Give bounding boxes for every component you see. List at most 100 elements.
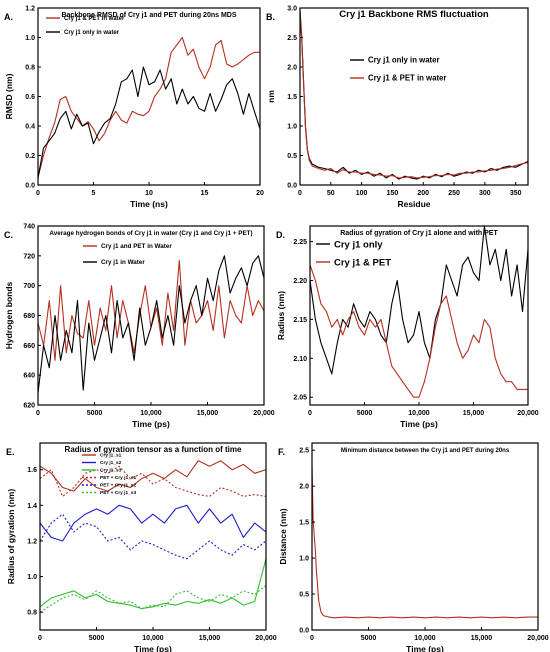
series-line-5 [40,585,266,613]
y-axis-label: Hydrogen bonds [4,281,14,349]
panel-letter: E. [6,447,15,457]
x-tick-label: 5000 [89,635,105,642]
y-tick-label: 0.0 [25,183,35,190]
y-tick-label: 0.5 [287,153,297,160]
panel-b: B. Cry j1 Backbone RMS fluctuation 0 50 100 1… [266,6,529,209]
y-tick-label: 2.0 [287,65,297,72]
x-tick-label: 100 [356,190,368,197]
y-tick-label: 2.5 [287,35,297,42]
y-tick-label: 0.8 [25,65,35,72]
x-tick-label: 20,000 [253,410,275,417]
x-axis-label: Residue [397,199,430,209]
y-tick-label: 2.0 [299,484,309,491]
x-tick-label: 10,000 [140,410,162,417]
panel-letter: B. [266,12,275,22]
legend: Cry j1 only Cry j1 & PET [316,239,391,268]
y-tick-label: 3.0 [287,6,297,13]
chart-title: Radius of gyration tensor as a function … [65,445,242,454]
x-tick-label: 200 [417,190,429,197]
y-axis-label: Radius (nm) [276,291,286,340]
y-tick-label: 1.5 [299,520,309,527]
y-tick-label: 1.5 [287,94,297,101]
panel-a: A. Backbone RMSD of Cry j1 and PET during… [4,6,264,210]
series-group [38,36,260,178]
chart-title: Minimum distance between the Cry j1 and … [341,448,510,454]
x-tick-label: 350 [510,190,522,197]
legend-label-3: PET + Cry j1_s1 [100,475,136,481]
chart-title: Cry j1 Backbone RMS fluctuation [339,9,489,20]
x-tick-label: 0 [298,190,302,197]
legend-label-0: Cry j1 & PET in water [64,16,125,22]
y-tick-label: 1.0 [299,556,309,563]
x-tick-label: 300 [479,190,491,197]
y-tick-label: 1.2 [25,6,35,13]
x-tick-label: 0 [38,635,42,642]
series-line-1 [310,264,528,398]
series-group [40,460,266,613]
legend-label-0: Cry j1 and PET in Water [101,243,172,250]
series-group [38,255,264,394]
panel-letter: C. [4,230,13,240]
x-tick-label: 10 [145,190,153,197]
series-line-0 [40,460,266,492]
y-tick-label: 720 [23,253,35,260]
series-line-0 [38,36,260,178]
legend-label-1: Cry j1 only in water [64,30,120,36]
y-tick-label: 0.6 [25,94,35,101]
y-tick-label: 2.10 [293,356,307,363]
panel-f: F. Minimum distance between the Cry j1 an… [278,442,549,652]
x-tick-label: 20,000 [517,410,539,417]
x-tick-label: 10,000 [142,635,164,642]
series-group [300,10,528,180]
y-tick-label: 2.20 [293,278,307,285]
axes-frame [309,225,529,406]
y-tick-label: 2.5 [299,448,309,455]
x-tick-label: 0 [36,190,40,197]
series-line-4 [40,513,266,560]
x-axis-label: Time (ps) [400,419,438,429]
x-tick-label: 15,000 [197,410,219,417]
chart-title: Radius of gyration of Cry j1 alone and w… [340,230,498,237]
legend-label-0: Cry j1_s1 [100,453,122,459]
x-tick-label: 150 [387,190,399,197]
series-line-0 [312,464,538,619]
y-tick-label: 660 [23,343,35,350]
y-tick-label: 740 [23,224,35,231]
legend-label-4: PET + Cry j1_s2 [100,483,136,489]
series-line-0 [300,10,528,180]
y-tick-label: 1.0 [287,124,297,131]
y-tick-label: 1.6 [27,467,37,474]
x-tick-label: 15 [201,190,209,197]
x-tick-label: 5000 [361,635,377,642]
x-axis-label: Time (ps) [134,644,172,652]
series-group [312,464,538,619]
x-tick-label: 0 [36,410,40,417]
y-tick-label: 620 [23,403,35,410]
axes-frame [39,442,267,631]
x-tick-label: 0 [308,410,312,417]
legend-label-1: Cry j1_s2 [100,460,122,466]
legend-label-2: Cry j1_s3 [100,468,122,474]
axes-frame [311,442,539,631]
legend: Cry j1 & PET in water Cry j1 only in wate… [46,16,125,36]
y-tick-label: 680 [23,313,35,320]
axes-frame [299,7,529,186]
y-tick-label: 0.4 [25,124,35,131]
series-line-1 [38,66,260,178]
x-tick-label: 0 [310,635,314,642]
x-tick-label: 20 [256,190,264,197]
series-group [310,226,528,398]
legend-label-1: Cry j1 & PET [334,257,391,268]
legend-label-5: PET + Cry j1_s3 [100,490,136,496]
x-tick-label: 15,000 [471,635,493,642]
x-tick-label: 10,000 [408,410,430,417]
series-line-3 [40,465,266,497]
series-line-2 [40,558,266,610]
series-line-0 [38,259,264,361]
y-tick-label: 700 [23,283,35,290]
chart-title: Backbone RMSD of Cry j1 and PET during 2… [61,12,236,19]
y-tick-label: 0.0 [299,628,309,635]
y-tick-label: 0.8 [27,610,37,617]
panel-e: E. Radius of gyration tensor as a functio… [6,442,277,652]
